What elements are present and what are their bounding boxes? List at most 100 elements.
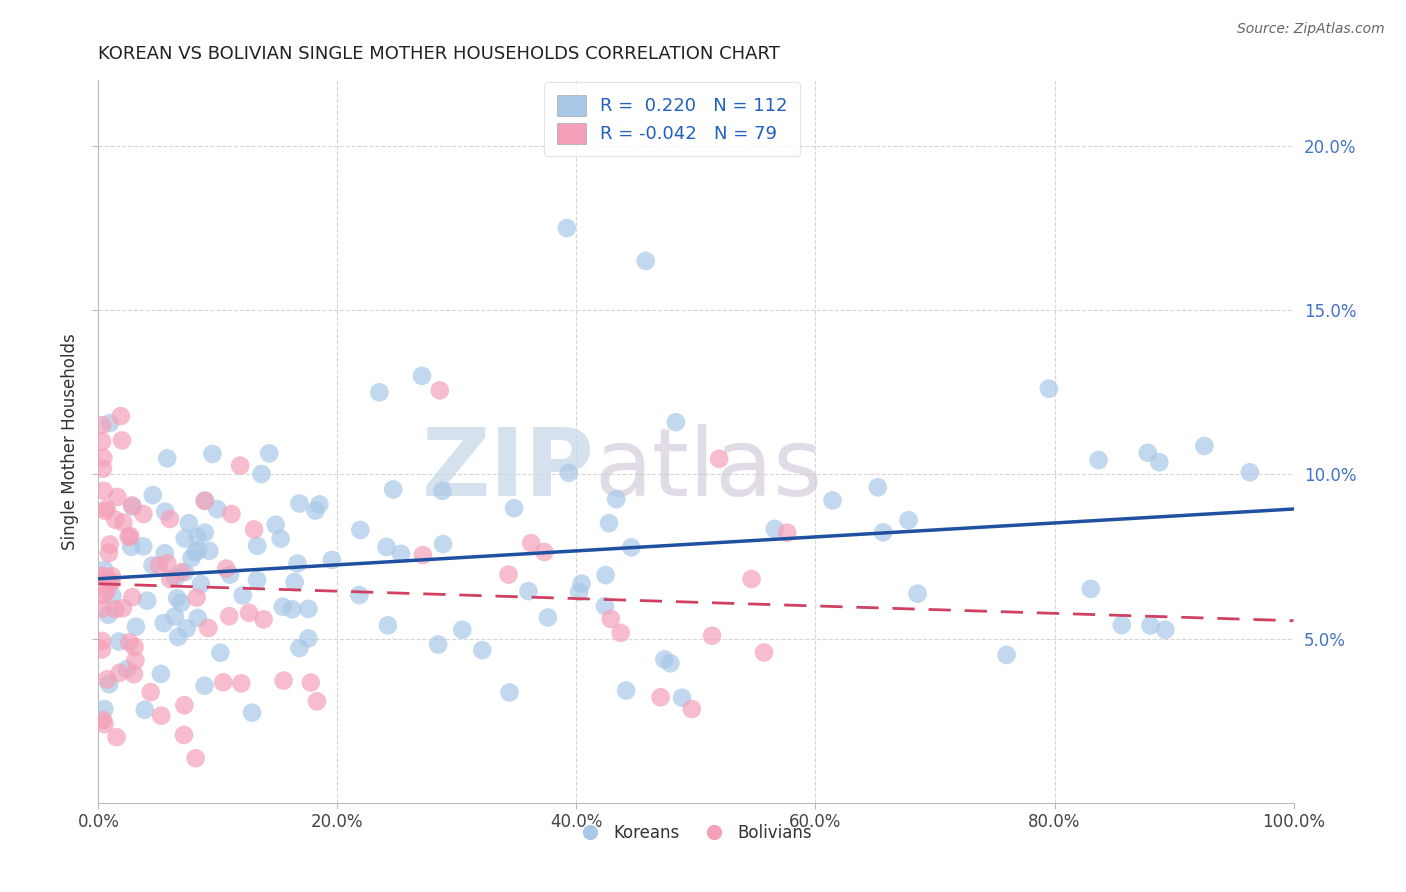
Point <box>101 569 124 583</box>
Point <box>305 694 328 708</box>
Point <box>93 588 115 602</box>
Y-axis label: Single Mother Households: Single Mother Households <box>60 334 79 549</box>
Point <box>180 551 202 566</box>
Point <box>308 497 330 511</box>
Point <box>93 483 115 498</box>
Point <box>148 558 170 573</box>
Point <box>598 516 620 530</box>
Point <box>96 501 118 516</box>
Point <box>187 543 209 558</box>
Point <box>93 702 115 716</box>
Point <box>91 634 114 648</box>
Point <box>104 513 127 527</box>
Point <box>104 602 127 616</box>
Point <box>197 621 219 635</box>
Point <box>1087 453 1109 467</box>
Point <box>250 467 273 481</box>
Point <box>186 591 208 605</box>
Point <box>281 602 304 616</box>
Point <box>593 599 616 613</box>
Point <box>995 648 1018 662</box>
Point <box>187 611 209 625</box>
Point <box>243 523 266 537</box>
Point <box>368 385 391 400</box>
Point <box>194 494 217 508</box>
Point <box>907 587 929 601</box>
Point <box>118 635 141 649</box>
Point <box>471 643 494 657</box>
Point <box>252 612 274 626</box>
Point <box>93 563 115 577</box>
Point <box>240 706 263 720</box>
Text: KOREAN VS BOLIVIAN SINGLE MOTHER HOUSEHOLDS CORRELATION CHART: KOREAN VS BOLIVIAN SINGLE MOTHER HOUSEHO… <box>98 45 780 63</box>
Point <box>124 653 146 667</box>
Point <box>190 577 212 591</box>
Point <box>634 253 657 268</box>
Point <box>149 667 172 681</box>
Point <box>121 590 143 604</box>
Point <box>665 415 688 429</box>
Point <box>232 588 254 602</box>
Point <box>159 512 181 526</box>
Point <box>238 606 260 620</box>
Point <box>115 662 138 676</box>
Point <box>681 702 703 716</box>
Point <box>321 553 343 567</box>
Point <box>150 708 173 723</box>
Point <box>429 384 451 398</box>
Point <box>91 450 114 465</box>
Point <box>170 565 193 579</box>
Point <box>153 546 176 560</box>
Point <box>707 451 730 466</box>
Point <box>650 690 672 705</box>
Point <box>165 571 187 585</box>
Point <box>872 525 894 540</box>
Point <box>503 501 526 516</box>
Point <box>284 575 307 590</box>
Point <box>273 673 295 688</box>
Point <box>1239 465 1261 479</box>
Point <box>186 530 208 544</box>
Point <box>215 561 238 575</box>
Point <box>288 641 311 656</box>
Point <box>517 584 540 599</box>
Point <box>752 645 775 659</box>
Point <box>184 751 207 765</box>
Point <box>1154 623 1177 637</box>
Point <box>110 409 132 423</box>
Point <box>375 540 398 554</box>
Point <box>156 556 179 570</box>
Point <box>142 488 165 502</box>
Point <box>194 525 217 540</box>
Point <box>288 496 311 510</box>
Point <box>349 523 371 537</box>
Point <box>132 507 155 521</box>
Point <box>654 652 676 666</box>
Point <box>209 646 232 660</box>
Point <box>271 599 294 614</box>
Point <box>537 610 560 624</box>
Point <box>287 557 309 571</box>
Point <box>173 532 195 546</box>
Text: ZIP: ZIP <box>422 425 595 516</box>
Point <box>94 504 117 518</box>
Point <box>176 622 198 636</box>
Point <box>194 493 217 508</box>
Point <box>382 483 405 497</box>
Point <box>659 657 682 671</box>
Point <box>118 530 141 544</box>
Point <box>91 713 114 727</box>
Point <box>167 630 190 644</box>
Point <box>377 618 399 632</box>
Point <box>184 545 207 559</box>
Point <box>520 536 543 550</box>
Point <box>91 461 114 475</box>
Point <box>1080 582 1102 596</box>
Point <box>108 634 131 648</box>
Point <box>218 609 240 624</box>
Point <box>107 490 129 504</box>
Point <box>620 541 643 555</box>
Point <box>100 574 122 589</box>
Point <box>207 502 229 516</box>
Point <box>98 575 121 590</box>
